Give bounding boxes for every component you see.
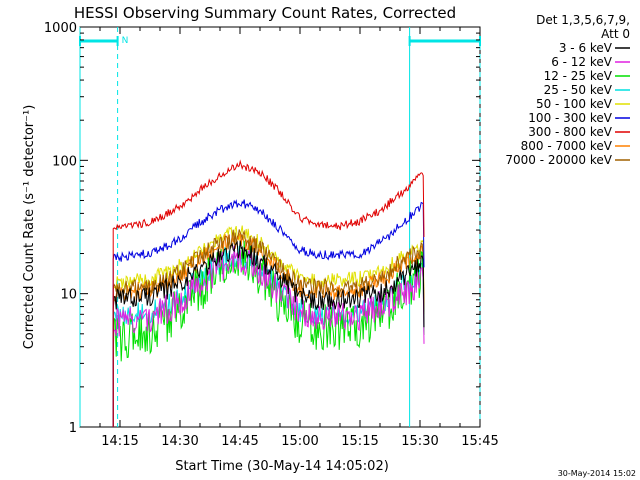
- legend-entry-label: 50 - 100 keV: [536, 97, 613, 111]
- x-tick-label: 14:15: [101, 434, 138, 449]
- x-tick-label: 15:30: [401, 434, 438, 449]
- legend-header-attenuator: Att 0: [601, 27, 630, 41]
- legend-entry-label: 12 - 25 keV: [544, 69, 613, 83]
- x-tick-label: 15:00: [281, 434, 318, 449]
- x-tick-label: 14:30: [161, 434, 198, 449]
- series-layer: [112, 159, 425, 427]
- series-line: [112, 232, 425, 427]
- chart-title: HESSI Observing Summary Count Rates, Cor…: [74, 4, 456, 22]
- y-tick-label: 1000: [44, 21, 77, 36]
- x-axis-label: Start Time (30-May-14 14:05:02): [175, 459, 389, 474]
- y-tick-label: 10: [60, 288, 77, 303]
- legend-entry-label: 25 - 50 keV: [544, 83, 613, 97]
- y-axis-label: Corrected Count Rate (s⁻¹ detector⁻¹): [22, 105, 37, 350]
- y-tick-label: 1: [69, 421, 77, 436]
- legend-entry-label: 3 - 6 keV: [559, 41, 613, 55]
- x-tick-label: 15:45: [461, 434, 498, 449]
- series-line: [112, 240, 425, 427]
- night-marker: N: [122, 36, 129, 46]
- series-line: [112, 225, 425, 427]
- legend-entry-label: 7000 - 20000 keV: [505, 153, 612, 167]
- axes-layer: 14:15 14:30 14:45 15:00 15:15 15:30 15:45 1 10 10…: [44, 21, 499, 449]
- footer-timestamp: 30-May-2014 15:02: [558, 469, 636, 478]
- series-line: [112, 229, 425, 427]
- series-line: [112, 245, 425, 427]
- legend-entry-label: 300 - 800 keV: [528, 125, 612, 139]
- legend-header-detectors: Det 1,3,5,6,7,9,: [536, 13, 630, 27]
- x-tick-label: 14:45: [221, 434, 258, 449]
- series-line: [112, 199, 425, 427]
- legend-entry-label: 6 - 12 keV: [551, 55, 613, 69]
- series-line: [112, 159, 425, 427]
- legend-entry-label: 100 - 300 keV: [528, 111, 612, 125]
- y-tick-label: 100: [52, 154, 77, 169]
- x-tick-label: 15:15: [341, 434, 378, 449]
- legend-entry-label: 800 - 7000 keV: [521, 139, 613, 153]
